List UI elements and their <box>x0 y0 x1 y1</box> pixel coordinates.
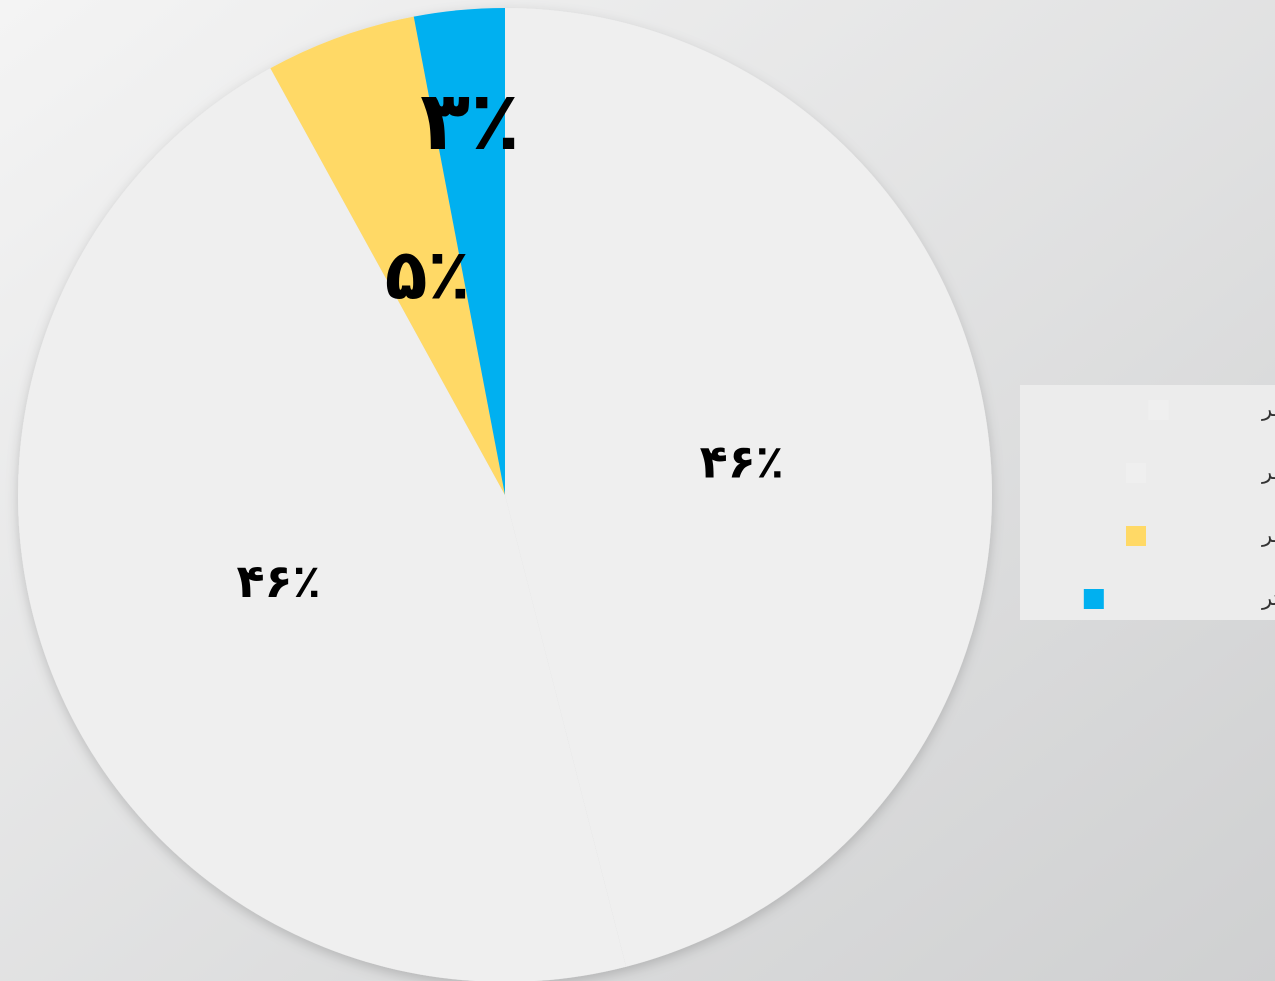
pie <box>18 8 993 981</box>
data-label: ۵٪ <box>385 234 470 316</box>
legend-label: ۵۰-۹۹ نفر <box>1261 397 1275 421</box>
legend-swatch <box>1083 589 1104 609</box>
data-label: ۴۶٪ <box>236 554 320 608</box>
pie-slice <box>505 8 993 967</box>
pie-slice <box>270 16 505 496</box>
legend-label: ۱۰۰۰ نفر و بیشتر <box>1261 586 1275 610</box>
legend-label: ۱۰۰-۴۹۹ نفر <box>1261 460 1275 484</box>
data-label: ۳٪ <box>420 74 520 169</box>
legend-label: ۵۰۰-۹۹۹ نفر <box>1261 523 1275 547</box>
pie-slice <box>18 68 627 981</box>
legend-swatch <box>1126 526 1146 546</box>
data-labels: ۴۶٪ ۴۶٪ ۵٪ ۳٪ <box>236 74 783 608</box>
legend: ۵۰-۹۹ نفر ۱۰۰-۴۹۹ نفر ۵۰۰-۹۹۹ نفر ۱۰۰۰ نفر … <box>1083 397 1275 610</box>
legend-swatch <box>1126 463 1146 483</box>
legend-box <box>1020 385 1275 620</box>
data-label: ۴۶٪ <box>700 435 784 489</box>
pie-slice <box>413 8 505 495</box>
legend-swatch <box>1148 400 1169 420</box>
